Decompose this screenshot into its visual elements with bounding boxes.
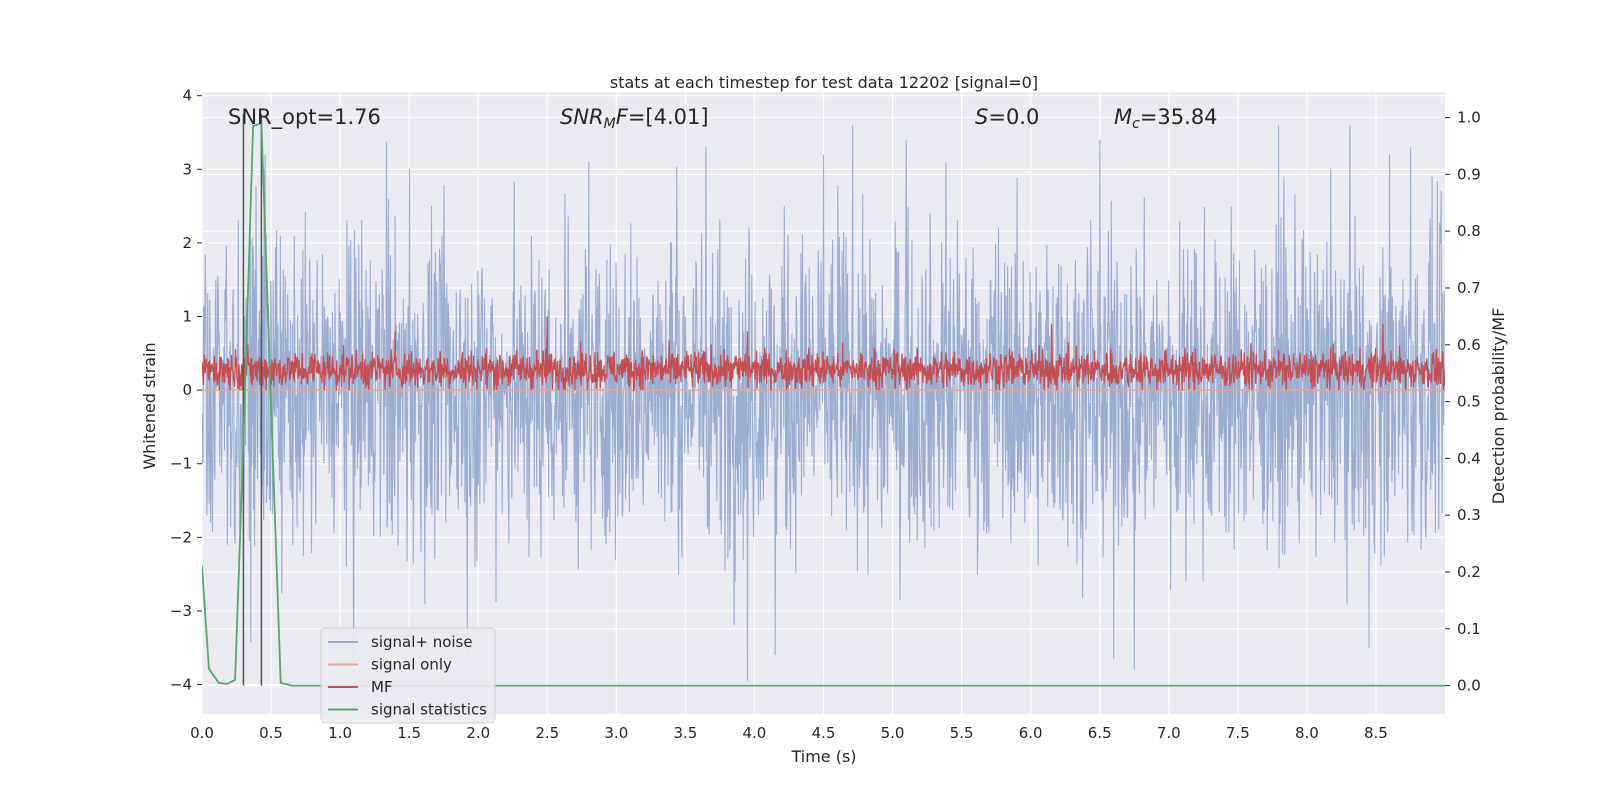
y-tick-label: 0: [182, 381, 192, 399]
x-tick-label: 1.5: [397, 724, 421, 742]
legend-entry-label: signal statistics: [371, 701, 487, 719]
series-group: [202, 114, 1445, 687]
y-tick-label: 4: [182, 87, 192, 105]
x-tick-label: 3.5: [673, 724, 697, 742]
y2-axis-label: Detection probability/MF: [1489, 308, 1508, 505]
chart-title: stats at each timestep for test data 122…: [610, 73, 1038, 92]
y-tick-label: 3: [182, 160, 192, 178]
x-tick-label: 1.0: [328, 724, 352, 742]
y-tick-label: 2: [182, 234, 192, 252]
legend-box: [320, 627, 496, 724]
x-tick-label: 8.0: [1295, 724, 1319, 742]
s-annotation: S=0.0: [975, 105, 1039, 129]
x-tick-label: 5.0: [881, 724, 905, 742]
x-tick-label: 2.0: [466, 724, 490, 742]
y2-tick-label: 0.0: [1457, 677, 1481, 695]
y-tick-label: 1: [182, 308, 192, 326]
y2-tick-label: 1.0: [1457, 109, 1481, 127]
legend-entry-label: signal only: [371, 656, 452, 674]
snr-opt-annotation: SNR_opt=1.76: [228, 105, 381, 130]
x-tick-label: 0.5: [259, 724, 283, 742]
series-signal-statistics-line: [202, 121, 1445, 687]
x-tick-label: 6.0: [1019, 724, 1043, 742]
y2-tick-label: 0.9: [1457, 165, 1481, 183]
y2-tick-label: 0.7: [1457, 279, 1481, 297]
x-tick-label: 4.0: [743, 724, 767, 742]
y2-tick-label: 0.3: [1457, 506, 1481, 524]
mc-annotation: Mc=35.84: [1114, 105, 1218, 132]
y-axis-left: −4 −3 −2 −1 0 1 2 3 4: [170, 87, 202, 694]
y-tick-label: −1: [170, 455, 192, 473]
x-tick-label: 6.5: [1088, 724, 1112, 742]
y-axis-label: Whitened strain: [140, 342, 159, 469]
x-tick-label: 3.0: [604, 724, 628, 742]
y2-tick-label: 0.1: [1457, 620, 1481, 638]
series-signal-noise-line: [202, 125, 1445, 681]
legend: signal+ noise signal only MF signal statist…: [320, 627, 496, 724]
y-axis-right: 0.0 0.1 0.2 0.3 0.4 0.5 0.6 0.7 0.8 0.9 1.0: [1445, 109, 1481, 695]
y2-tick-label: 0.5: [1457, 393, 1481, 411]
legend-entry-label: signal+ noise: [371, 633, 473, 651]
x-tick-label: 4.5: [812, 724, 836, 742]
x-axis: 0.0 0.5 1.0 1.5 2.0 2.5 3.0 3.5 4.0 4.5 5.0 5.5 6.0 6…: [190, 724, 1388, 742]
x-tick-label: 7.0: [1157, 724, 1181, 742]
x-tick-label: 7.5: [1226, 724, 1250, 742]
y2-tick-label: 0.2: [1457, 563, 1481, 581]
x-tick-label: 2.5: [535, 724, 559, 742]
y-tick-label: −3: [170, 602, 192, 620]
y-tick-label: −4: [170, 676, 192, 694]
grid: [201, 92, 1445, 714]
y2-tick-label: 0.6: [1457, 336, 1481, 354]
x-axis-label: Time (s): [790, 747, 856, 766]
x-tick-label: 0.0: [190, 724, 214, 742]
y2-tick-label: 0.8: [1457, 222, 1481, 240]
y-tick-label: −2: [170, 528, 192, 546]
snr-mf-annotation: SNRMF=[4.01]: [560, 105, 709, 132]
series-mf-line: [202, 316, 1445, 393]
y2-tick-label: 0.4: [1457, 449, 1481, 467]
legend-entry-label: MF: [371, 678, 393, 696]
x-tick-label: 5.5: [950, 724, 974, 742]
x-tick-label: 8.5: [1364, 724, 1388, 742]
